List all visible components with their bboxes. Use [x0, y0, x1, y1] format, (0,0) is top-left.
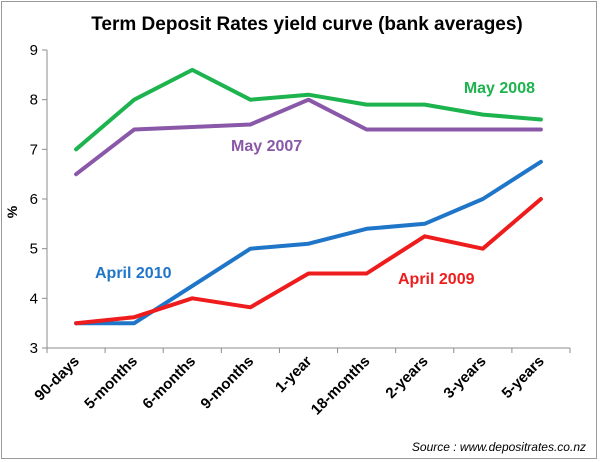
series-label-may-2008: May 2008 — [464, 80, 535, 97]
series-line-may-2007 — [74, 97, 543, 177]
y-tick-label: 6 — [30, 191, 38, 208]
y-tick-label: 7 — [30, 141, 38, 158]
source-note: Source : www.depositrates.co.nz — [412, 440, 586, 454]
series-label-may-2007: May 2007 — [231, 138, 302, 155]
series-line-may-2008 — [74, 67, 543, 152]
x-tick-label: 6-months — [139, 353, 199, 413]
y-tick-label: 3 — [30, 340, 38, 357]
series-line-april-2009 — [74, 197, 543, 326]
x-tick-label: 9-months — [197, 353, 257, 413]
chart-title: Term Deposit Rates yield curve (bank ave… — [91, 14, 523, 35]
x-tick-label: 1-year — [272, 353, 315, 396]
series-lines — [74, 67, 543, 326]
series-label-april-2010: April 2010 — [95, 265, 172, 282]
x-tick-label: 5-years — [499, 353, 548, 402]
y-tick-label: 8 — [30, 92, 38, 109]
x-tick-label: 18-months — [308, 353, 374, 419]
x-tick-label: 90-days — [31, 353, 83, 405]
x-tick-label: 2-years — [382, 353, 431, 402]
y-axis-label: % — [4, 205, 20, 218]
series-label-april-2009: April 2009 — [398, 271, 475, 288]
x-tick-label: 5-months — [81, 353, 141, 413]
y-tick-label: 5 — [30, 241, 38, 258]
y-tick-label: 4 — [30, 290, 38, 307]
y-tick-label: 9 — [30, 42, 38, 59]
series-labels: May 2008 May 2007 April 2010 April 2009 — [95, 80, 535, 288]
x-tick-label: 3-years — [440, 353, 489, 402]
